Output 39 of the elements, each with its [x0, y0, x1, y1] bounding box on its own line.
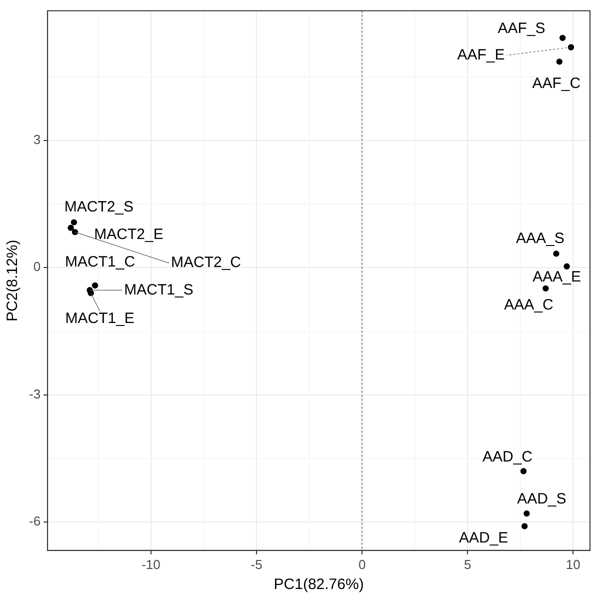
annotation: AAA_E: [532, 268, 581, 286]
point: [553, 250, 560, 257]
annotation: MACT2_S: [64, 198, 134, 216]
point: [542, 285, 549, 292]
point: [92, 282, 98, 289]
x-tick-label: -10: [142, 556, 160, 572]
annotation: MACT2_C: [170, 254, 242, 272]
annotation: AAA_S: [516, 230, 564, 247]
point: [520, 468, 527, 474]
annotation: MACT1_S: [124, 281, 194, 298]
x-tick-label: 5: [464, 556, 472, 572]
annotation: AAD_S: [517, 490, 566, 508]
y-tick-label: 3: [33, 132, 41, 148]
y-tick-label: -6: [28, 514, 41, 529]
annotation: AAD_C: [482, 448, 533, 466]
point: [564, 263, 570, 270]
point: [556, 58, 562, 65]
point: [72, 228, 78, 236]
annotation: AAA_C: [504, 296, 554, 314]
annotation: AAF_S: [498, 20, 546, 38]
x-tick-label: 10: [566, 556, 580, 572]
point: [559, 34, 566, 42]
annotation: MACT2_E: [94, 226, 164, 243]
annotation: MACT1_E: [65, 310, 134, 328]
y-tick-label: -3: [28, 386, 41, 402]
annotation: MACT1_C: [65, 254, 136, 271]
y-axis-title: PC2(8.12%): [4, 240, 22, 322]
x-tick-label: 0: [358, 556, 366, 572]
annotation: AAF_C: [532, 74, 581, 92]
point: [568, 44, 574, 50]
point: [524, 510, 530, 517]
annotation: AAD_E: [458, 529, 508, 546]
x-axis-title: PC1(82.76%): [274, 576, 364, 594]
point: [68, 224, 74, 231]
x-tick-label: -5: [250, 556, 262, 572]
point: [70, 219, 78, 226]
annotation: AAF_E: [457, 46, 505, 64]
point: [521, 523, 528, 530]
y-tick-label: 0: [33, 259, 41, 274]
